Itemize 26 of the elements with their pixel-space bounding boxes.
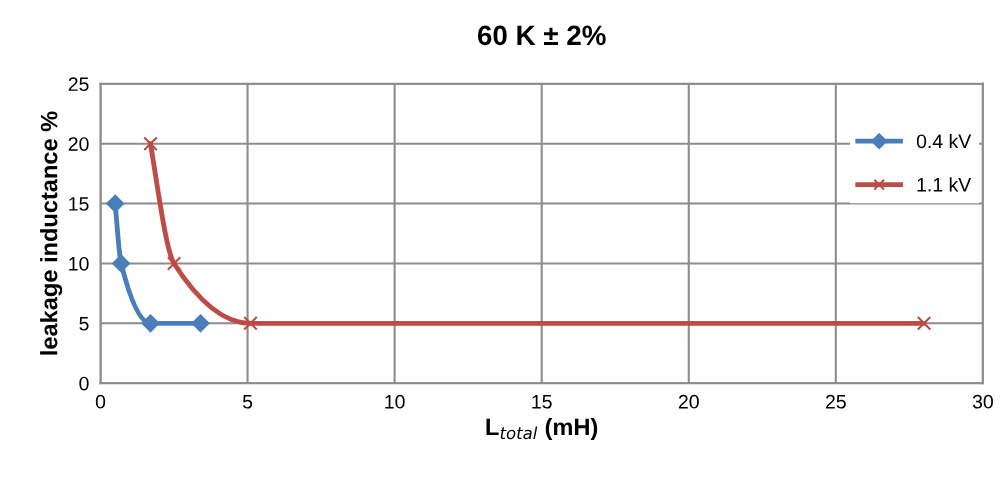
y-tick-label: 20 xyxy=(68,137,89,151)
chart-title: 60 K ± 2% xyxy=(477,25,606,46)
y-tick-label: 15 xyxy=(69,197,89,211)
point xyxy=(916,316,932,331)
point xyxy=(166,256,182,271)
point xyxy=(112,254,130,273)
point xyxy=(191,314,210,333)
x-tick-label: 25 xyxy=(825,394,846,409)
x-tick-label: 30 xyxy=(972,394,993,409)
x-tick-label: 5 xyxy=(242,395,253,409)
x-tick-label: 0 xyxy=(95,394,106,409)
y-tick-label: 25 xyxy=(68,77,89,92)
x-tick-label: 10 xyxy=(385,394,405,409)
y-tick-label: 0 xyxy=(79,376,89,391)
legend-label: 0.4 kV xyxy=(916,133,972,149)
y-tick-label: 10 xyxy=(69,256,89,271)
point xyxy=(106,194,125,213)
x-axis-title: L$_{total}$ (mH) xyxy=(486,417,598,440)
x-tick-label: 20 xyxy=(678,394,699,409)
point xyxy=(243,316,258,331)
point xyxy=(141,314,160,333)
legend-label: 1.1 kV xyxy=(917,177,972,192)
y-tick-label: 5 xyxy=(79,316,89,331)
y-axis-title: leakage inductance % xyxy=(40,111,63,355)
point xyxy=(143,136,158,151)
x-tick-label: 15 xyxy=(532,395,552,409)
